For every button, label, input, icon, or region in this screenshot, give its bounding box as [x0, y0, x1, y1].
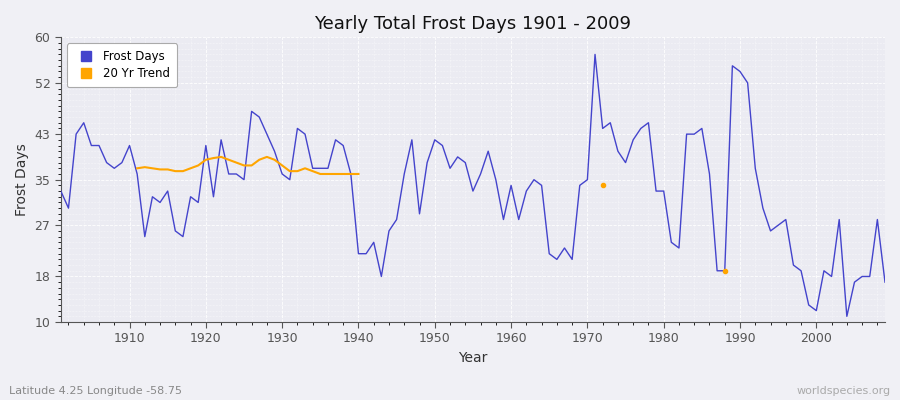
Legend: Frost Days, 20 Yr Trend: Frost Days, 20 Yr Trend — [67, 43, 177, 87]
Title: Yearly Total Frost Days 1901 - 2009: Yearly Total Frost Days 1901 - 2009 — [314, 15, 632, 33]
Y-axis label: Frost Days: Frost Days — [15, 143, 29, 216]
Text: worldspecies.org: worldspecies.org — [796, 386, 891, 396]
X-axis label: Year: Year — [458, 351, 488, 365]
Text: Latitude 4.25 Longitude -58.75: Latitude 4.25 Longitude -58.75 — [9, 386, 182, 396]
